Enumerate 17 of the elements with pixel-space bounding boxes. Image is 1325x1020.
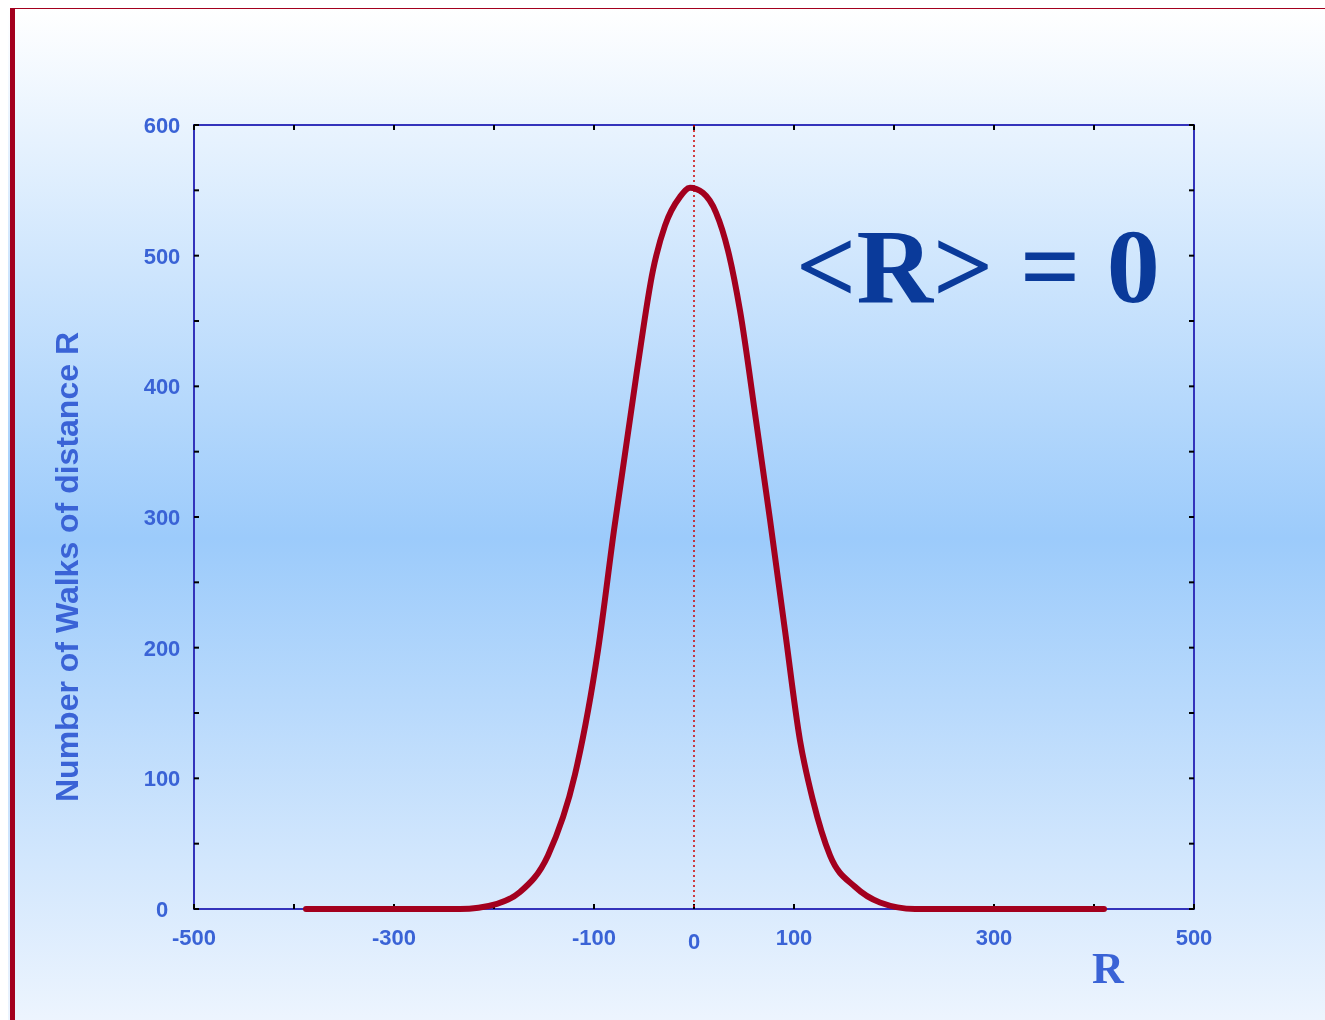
x-tick-label: -300 <box>371 925 417 950</box>
x-tick-label: -100 <box>571 925 617 950</box>
y-tick-label: 400 <box>143 374 181 400</box>
x-tick-label: 100 <box>775 925 813 950</box>
y-tick-label: 100 <box>143 766 181 792</box>
annotation: <R> = 0 <box>796 208 1160 325</box>
x-axis-title: R <box>1092 944 1126 993</box>
x-tick-label: 0 <box>687 929 701 954</box>
x-tick-label: -500 <box>171 925 217 950</box>
y-tick-label: 0 <box>155 897 169 922</box>
x-tick-label: 500 <box>1175 925 1213 950</box>
y-tick-label: 600 <box>143 113 181 138</box>
y-tick-label: 200 <box>143 635 181 661</box>
x-tick-label: 300 <box>975 925 1013 950</box>
y-axis-title: Number of Walks of distance R <box>49 332 85 802</box>
y-tick-label: 500 <box>143 243 181 269</box>
y-tick-label: 300 <box>143 505 181 530</box>
